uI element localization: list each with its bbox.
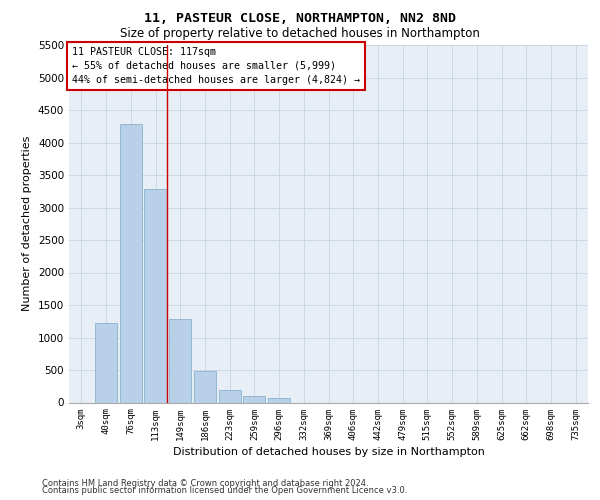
X-axis label: Distribution of detached houses by size in Northampton: Distribution of detached houses by size … xyxy=(173,446,484,456)
Text: 11, PASTEUR CLOSE, NORTHAMPTON, NN2 8ND: 11, PASTEUR CLOSE, NORTHAMPTON, NN2 8ND xyxy=(144,12,456,26)
Text: 11 PASTEUR CLOSE: 117sqm
← 55% of detached houses are smaller (5,999)
44% of sem: 11 PASTEUR CLOSE: 117sqm ← 55% of detach… xyxy=(71,47,359,85)
Text: Contains public sector information licensed under the Open Government Licence v3: Contains public sector information licen… xyxy=(42,486,407,495)
Bar xyxy=(218,390,241,402)
Bar xyxy=(194,372,216,402)
Bar xyxy=(145,190,167,402)
Text: Contains HM Land Registry data © Crown copyright and database right 2024.: Contains HM Land Registry data © Crown c… xyxy=(42,478,368,488)
Bar xyxy=(169,320,191,402)
Bar xyxy=(243,396,265,402)
Bar xyxy=(119,124,142,402)
Bar xyxy=(268,398,290,402)
Text: Size of property relative to detached houses in Northampton: Size of property relative to detached ho… xyxy=(120,28,480,40)
Bar xyxy=(95,322,117,402)
Y-axis label: Number of detached properties: Number of detached properties xyxy=(22,136,32,312)
